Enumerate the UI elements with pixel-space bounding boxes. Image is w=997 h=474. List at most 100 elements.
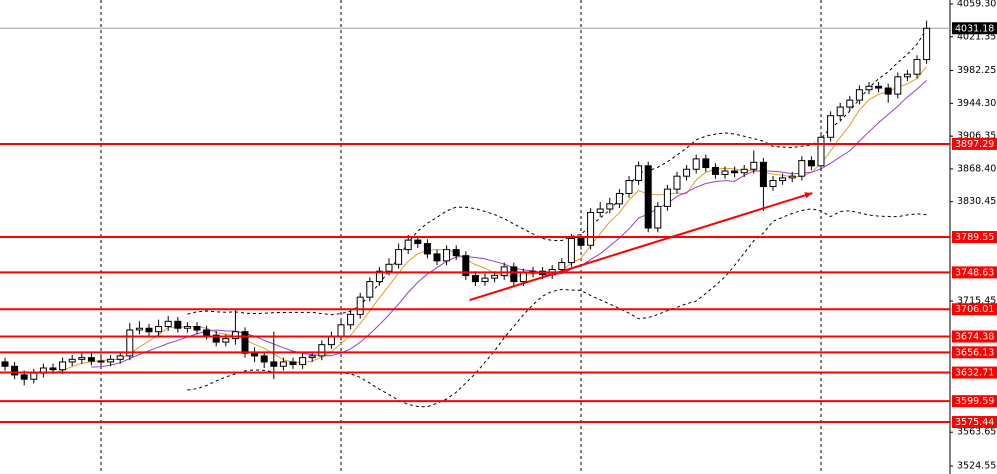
candle-body	[721, 170, 729, 175]
candle-body	[644, 165, 652, 229]
y-tick-label: 3906.35	[957, 131, 996, 142]
candle-body	[20, 374, 28, 380]
bollinger-band	[187, 28, 928, 316]
candle-body	[49, 367, 57, 371]
candle-body	[241, 331, 249, 354]
level-label: 3748.63	[955, 267, 994, 278]
candle-body	[587, 211, 595, 246]
candle-body	[615, 192, 623, 205]
candle-body	[596, 208, 604, 213]
candle-body	[855, 89, 863, 101]
candle-body	[87, 357, 95, 362]
candle-body	[1, 361, 9, 367]
level-label: 3599.59	[955, 396, 994, 407]
level-label: 3706.01	[955, 304, 994, 315]
candle-body	[375, 270, 383, 283]
candle-body	[337, 324, 345, 337]
candle-body	[126, 329, 134, 357]
candle-body	[692, 158, 700, 170]
candle-body	[510, 266, 518, 283]
candle-body	[654, 205, 662, 229]
level-label: 3897.29	[955, 139, 994, 150]
level-label: 3575.44	[955, 417, 994, 428]
candle-body	[491, 275, 499, 279]
candle-body	[251, 352, 259, 357]
candle-body	[702, 158, 710, 169]
candle-body	[97, 360, 105, 363]
candle-body	[558, 262, 566, 270]
candle-body	[433, 253, 441, 262]
y-tick-label: 3868.40	[957, 163, 996, 174]
trendline	[469, 192, 813, 302]
candle-body	[903, 73, 911, 78]
candle-body	[155, 326, 163, 333]
level-label: 3656.13	[955, 347, 994, 358]
candle-body	[683, 168, 691, 177]
candle-body	[788, 175, 796, 179]
level-label: 3632.71	[955, 368, 994, 379]
candle-body	[395, 249, 403, 265]
candle-body	[846, 99, 854, 108]
candle-body	[183, 326, 191, 329]
candle-body	[231, 331, 239, 340]
candle-body	[567, 237, 575, 264]
candle-body	[807, 160, 815, 167]
candle-body	[481, 277, 489, 283]
candle-body	[635, 165, 643, 181]
candle-body	[827, 115, 835, 138]
candle-body	[308, 355, 316, 359]
trendline-arrow	[804, 192, 813, 199]
candle-body	[423, 243, 431, 255]
candle-body	[798, 160, 806, 177]
y-tick-label: 4021.35	[957, 31, 996, 42]
candle-body	[769, 179, 777, 188]
candle-body	[279, 361, 287, 367]
y-tick-label: 3715.45	[957, 296, 996, 307]
candle-body	[519, 272, 527, 283]
level-label-box	[952, 266, 997, 279]
candle-body	[606, 203, 614, 210]
candle-body	[135, 327, 143, 331]
level-label-box	[952, 137, 997, 150]
candle-body	[145, 327, 153, 333]
y-tick-label: 3563.65	[957, 427, 996, 438]
level-label-box	[952, 303, 997, 316]
candle-body	[404, 239, 412, 251]
candle-body	[193, 326, 201, 331]
candle-body	[500, 266, 508, 277]
level-label: 3674.38	[955, 332, 994, 343]
candle-body	[625, 179, 633, 194]
candle-body	[923, 27, 931, 61]
candle-body	[289, 361, 297, 366]
candle-body	[759, 161, 767, 188]
candle-body	[356, 296, 364, 315]
y-tick-label: 3944.30	[957, 98, 996, 109]
candle-body	[164, 320, 172, 328]
candle-body	[894, 76, 902, 95]
level-label-box	[952, 416, 997, 429]
level-label-box	[952, 366, 997, 379]
candle-body	[366, 281, 374, 298]
candle-body	[347, 313, 355, 326]
candle-body	[116, 355, 124, 360]
candle-body	[299, 357, 307, 366]
level-label-box	[952, 231, 997, 244]
candle-body	[443, 249, 451, 262]
candle-body	[30, 372, 38, 380]
candle-body	[875, 85, 883, 89]
candle-body	[203, 329, 211, 336]
candle-body	[577, 237, 585, 246]
current-price-box	[952, 22, 997, 35]
candle-body	[913, 59, 921, 75]
candle-body	[731, 170, 739, 174]
bollinger-band	[187, 208, 927, 408]
candle-body	[212, 334, 220, 343]
candle-body	[865, 85, 873, 91]
candle-body	[11, 365, 19, 376]
candle-body	[471, 275, 479, 283]
candle-body	[452, 249, 460, 257]
candle-body	[222, 338, 230, 343]
y-tick-label: 3830.45	[957, 196, 996, 207]
candle-body	[318, 344, 326, 357]
candle-body	[817, 136, 825, 167]
